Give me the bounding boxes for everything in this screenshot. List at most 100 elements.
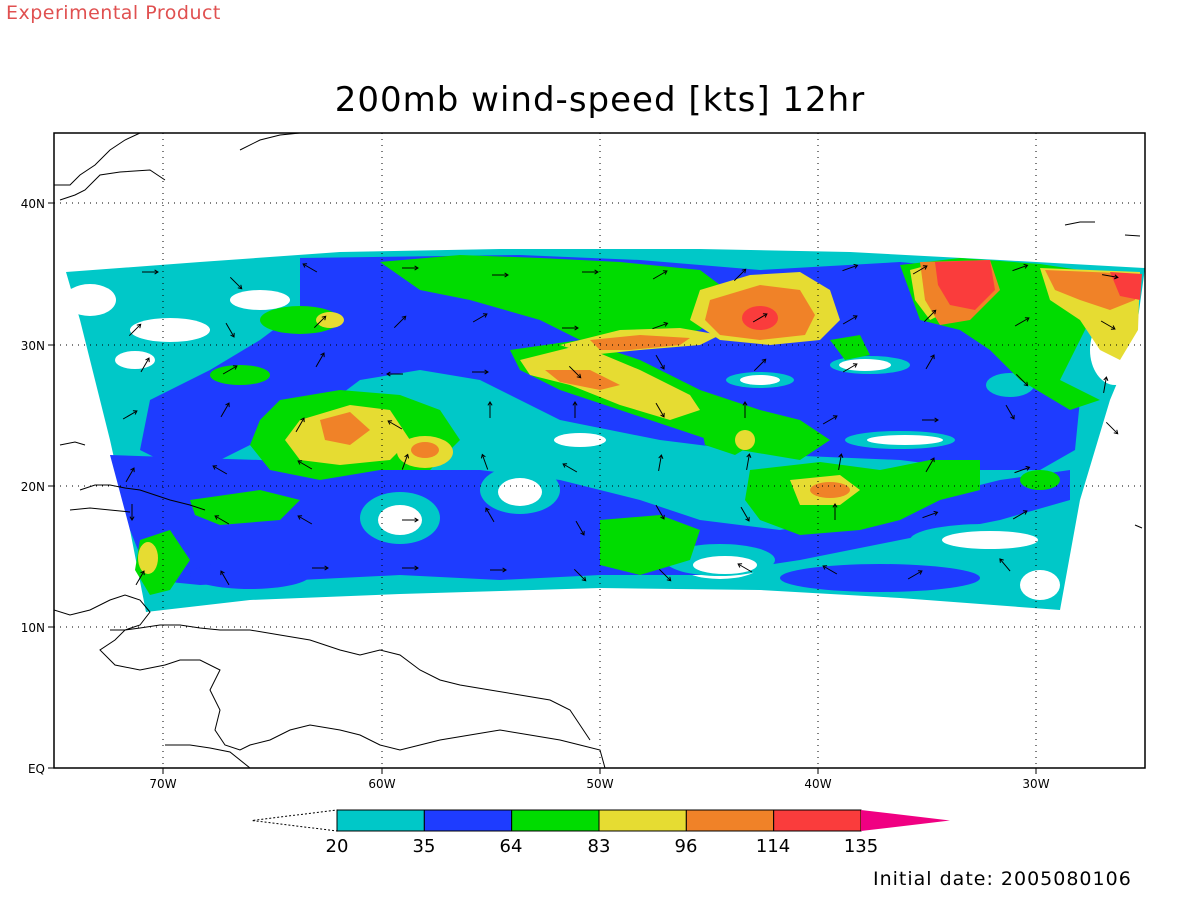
wind-arrow (229, 276, 243, 290)
colorbar-label: 83 (588, 836, 611, 857)
wind-arrow (822, 415, 838, 425)
wind-arrow (1102, 274, 1119, 280)
wind-arrow (214, 515, 230, 525)
wind-vectors (122, 263, 1119, 586)
wind-arrow (485, 507, 495, 523)
colorbar-label: 64 (500, 836, 523, 857)
wind-arrow (402, 265, 419, 271)
wind-arrow (925, 354, 935, 370)
wind-arrow (472, 313, 488, 323)
wind-arrow (225, 322, 235, 338)
wind-arrow (222, 365, 238, 375)
colorbar-high-triangle (861, 810, 950, 831)
wind-arrow (652, 270, 668, 280)
wind-arrow (1012, 263, 1029, 272)
wind-arrow (838, 453, 844, 470)
wind-arrow (1105, 421, 1119, 435)
wind-arrow (582, 269, 599, 275)
wind-arrow (386, 371, 403, 377)
wind-arrow (658, 454, 664, 471)
colorbar-label: 135 (844, 836, 878, 857)
lat-label: 40N (21, 197, 45, 211)
wind-arrow (220, 402, 230, 418)
wind-arrow (135, 570, 145, 586)
wind-arrow (140, 357, 150, 373)
colorbar-segment (511, 809, 600, 832)
wind-arrow (925, 457, 935, 473)
wind-arrow (842, 315, 858, 325)
wind-arrow (923, 309, 937, 323)
wind-arrow (302, 263, 318, 273)
wind-arrow (125, 467, 135, 483)
colorbar-segment (423, 809, 513, 832)
wind-arrow (315, 352, 325, 368)
colorbar-segment (598, 809, 687, 832)
wind-arrow (401, 453, 410, 470)
lon-label: 60W (368, 777, 395, 791)
lat-label: 20N (21, 480, 45, 494)
wind-arrow (562, 325, 579, 331)
colorbar-label: 96 (675, 836, 698, 857)
colorbar-segment (773, 809, 862, 832)
lat-label: 10N (21, 621, 45, 635)
colorbar-label: 114 (756, 836, 790, 857)
wind-arrow (212, 465, 228, 475)
wind-arrow (295, 417, 305, 433)
wind-arrow (922, 510, 939, 519)
colorbar-label: 20 (326, 836, 349, 857)
wind-arrow (402, 565, 419, 571)
lon-label: 50W (586, 777, 613, 791)
wind-arrow (752, 313, 768, 323)
wind-arrow (129, 504, 135, 521)
wind-arrow (572, 401, 578, 418)
wind-arrow (562, 463, 578, 473)
wind-arrow (842, 263, 859, 272)
wind-arrow (1015, 373, 1029, 387)
wind-arrow (122, 410, 138, 420)
longitude-labels: 70W 60W 50W 40W 30W (149, 777, 1049, 791)
wind-arrow (387, 420, 403, 430)
wind-arrow (655, 504, 665, 520)
lat-label: EQ (28, 762, 45, 776)
wind-arrow (492, 272, 509, 278)
wind-arrow (737, 563, 753, 573)
wind-arrow (1005, 404, 1015, 420)
wind-arrow (655, 402, 665, 418)
wind-arrow (652, 321, 669, 330)
wind-arrow (573, 568, 587, 582)
coastlines (54, 133, 1143, 768)
experimental-product-label: Experimental Product (6, 2, 221, 24)
wind-arrow (297, 515, 313, 525)
wind-arrow (658, 568, 672, 582)
lon-label: 70W (149, 777, 176, 791)
wind-arrow (832, 503, 838, 520)
wind-arrow (1103, 376, 1109, 393)
lat-label: 30N (21, 339, 45, 353)
wind-arrow (472, 369, 489, 375)
wind-arrow (999, 558, 1011, 572)
lon-label: 30W (1022, 777, 1049, 791)
wind-arrow (220, 570, 230, 586)
tick-marks (48, 202, 1037, 774)
colorbar-low-triangle (251, 809, 338, 832)
wind-arrow (1012, 510, 1028, 520)
wind-arrow (733, 268, 747, 282)
wind-arrow (128, 323, 142, 337)
wind-arrow (312, 565, 329, 571)
wind-arrow (655, 354, 665, 370)
wind-arrow (1100, 320, 1116, 330)
wind-arrow (740, 506, 750, 522)
wind-arrow (822, 565, 838, 575)
wind-arrow (490, 567, 507, 573)
colorbar-segment (685, 809, 775, 832)
wind-arrow (142, 269, 159, 275)
wind-arrow (487, 401, 493, 418)
plot-area (54, 133, 1145, 768)
wind-arrow (393, 315, 407, 329)
wind-arrow (753, 358, 767, 372)
wind-arrow (402, 517, 419, 523)
colorbar-segments (336, 809, 862, 832)
wind-arrow (568, 365, 582, 379)
lon-label: 40W (804, 777, 831, 791)
